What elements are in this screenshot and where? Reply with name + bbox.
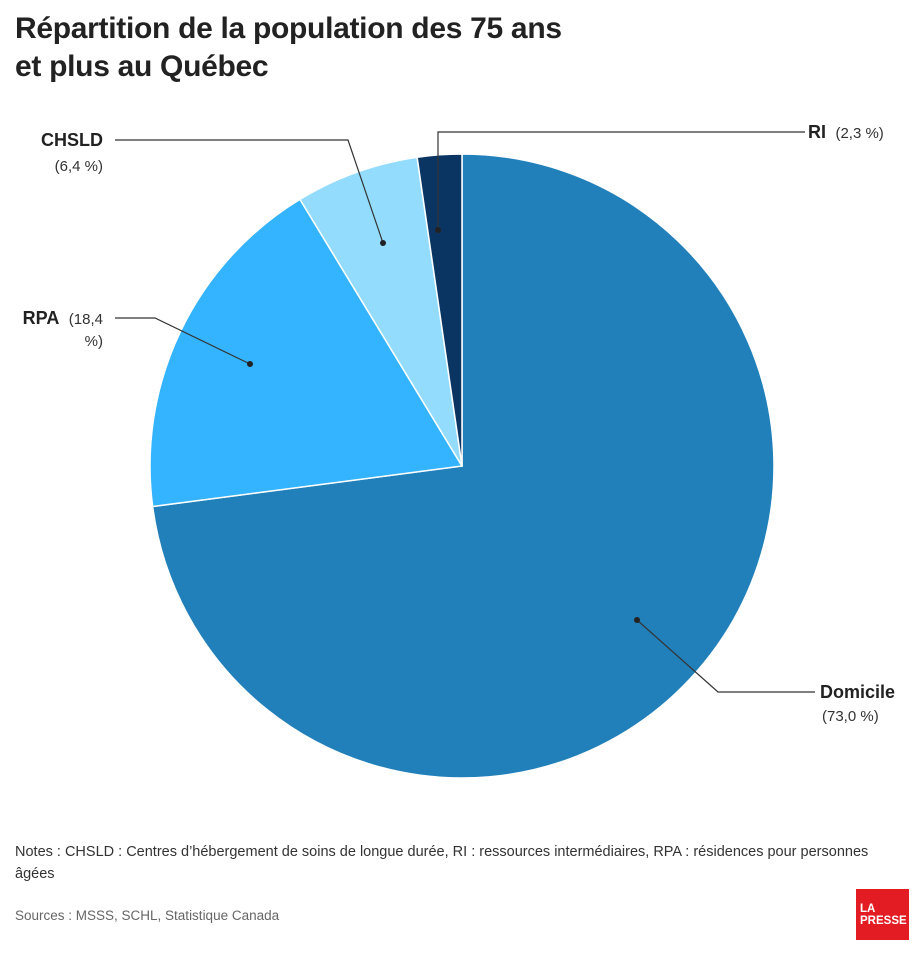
label-ri-value: (2,3 %) <box>835 125 883 142</box>
pie-slice-chsld <box>298 156 463 467</box>
pie-slice-ri <box>416 153 463 467</box>
leader-dot-domicile <box>634 617 640 623</box>
label-domicile-name: Domicile <box>820 682 895 702</box>
label-rpa-value-part2: %) <box>85 333 103 350</box>
logo-line-1: LA <box>860 902 876 915</box>
la-presse-logo: LA PRESSE <box>856 889 909 940</box>
logo-line-2: PRESSE <box>860 914 907 927</box>
label-domicile-value: (73,0 %) <box>822 708 879 725</box>
leader-dot-chsld <box>380 240 386 246</box>
chart-title: Répartition de la population des 75 ans … <box>15 10 575 86</box>
chart-title-line-1: Répartition de la population des 75 ans <box>15 12 562 45</box>
leader-dot-rpa <box>247 361 253 367</box>
leader-line-domicile <box>636 619 815 693</box>
chart-notes: Notes : CHSLD : Centres d’hébergement de… <box>15 844 869 882</box>
label-rpa: RPA (18,4 <box>23 308 103 328</box>
leader-line-chsld <box>115 139 384 244</box>
label-chsld-name: CHSLD <box>41 130 103 150</box>
chart-sources: Sources : MSSS, SCHL, Statistique Canada <box>15 908 280 923</box>
label-ri-name: RI <box>808 122 826 142</box>
label-rpa-value-part1: (18,4 <box>69 311 103 328</box>
label-rpa-name: RPA <box>23 308 60 328</box>
leader-line-ri <box>437 131 805 230</box>
pie-chart: RI (2,3 %) CHSLD (6,4 %) RPA (18,4 %) Do… <box>23 122 895 779</box>
label-ri: RI (2,3 %) <box>808 122 884 142</box>
leader-dot-ri <box>435 227 441 233</box>
label-chsld-value: (6,4 %) <box>55 158 103 175</box>
leader-line-rpa <box>115 317 251 365</box>
chart-title-line-2: et plus au Québec <box>15 50 269 83</box>
pie-slice-domicile <box>151 153 775 779</box>
